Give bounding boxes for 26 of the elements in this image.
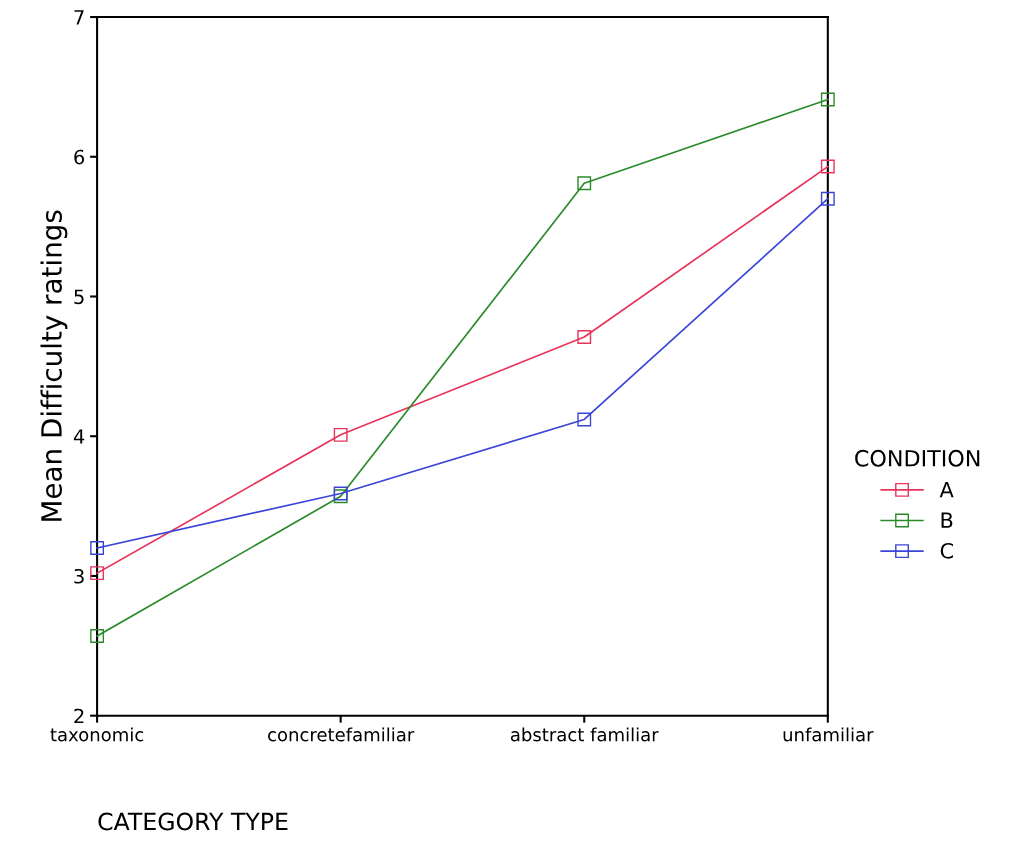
legend-title: CONDITION (855, 449, 980, 467)
x-tick-label: abstract familiar (510, 727, 659, 742)
point (90, 541, 105, 555)
point (820, 159, 835, 174)
point (820, 92, 835, 107)
point (820, 191, 835, 206)
x-tick-label: taxonomic (50, 727, 144, 742)
y-tick-label: 5 (74, 289, 84, 305)
point (577, 330, 592, 344)
point (577, 412, 592, 427)
y-tick-label: 7 (74, 10, 84, 25)
point (90, 629, 105, 643)
x-axis-title: CATEGORY TYPE (98, 812, 288, 831)
y-tick-label: 2 (74, 708, 84, 724)
x-tick-label: concretefamiliar (268, 727, 415, 742)
point (577, 176, 592, 191)
point (333, 427, 348, 442)
y-tick-label: 3 (74, 568, 84, 584)
legend-label: C (940, 542, 953, 559)
point (90, 566, 105, 581)
x-tick-label: unfamiliar (783, 727, 874, 742)
y-tick-label: 4 (73, 429, 85, 444)
y-tick-label: 6 (74, 149, 85, 165)
legend-label: A (939, 482, 954, 498)
legend-label: B (941, 512, 953, 528)
y-axis-title: Mean Difficulty ratings (40, 210, 68, 521)
